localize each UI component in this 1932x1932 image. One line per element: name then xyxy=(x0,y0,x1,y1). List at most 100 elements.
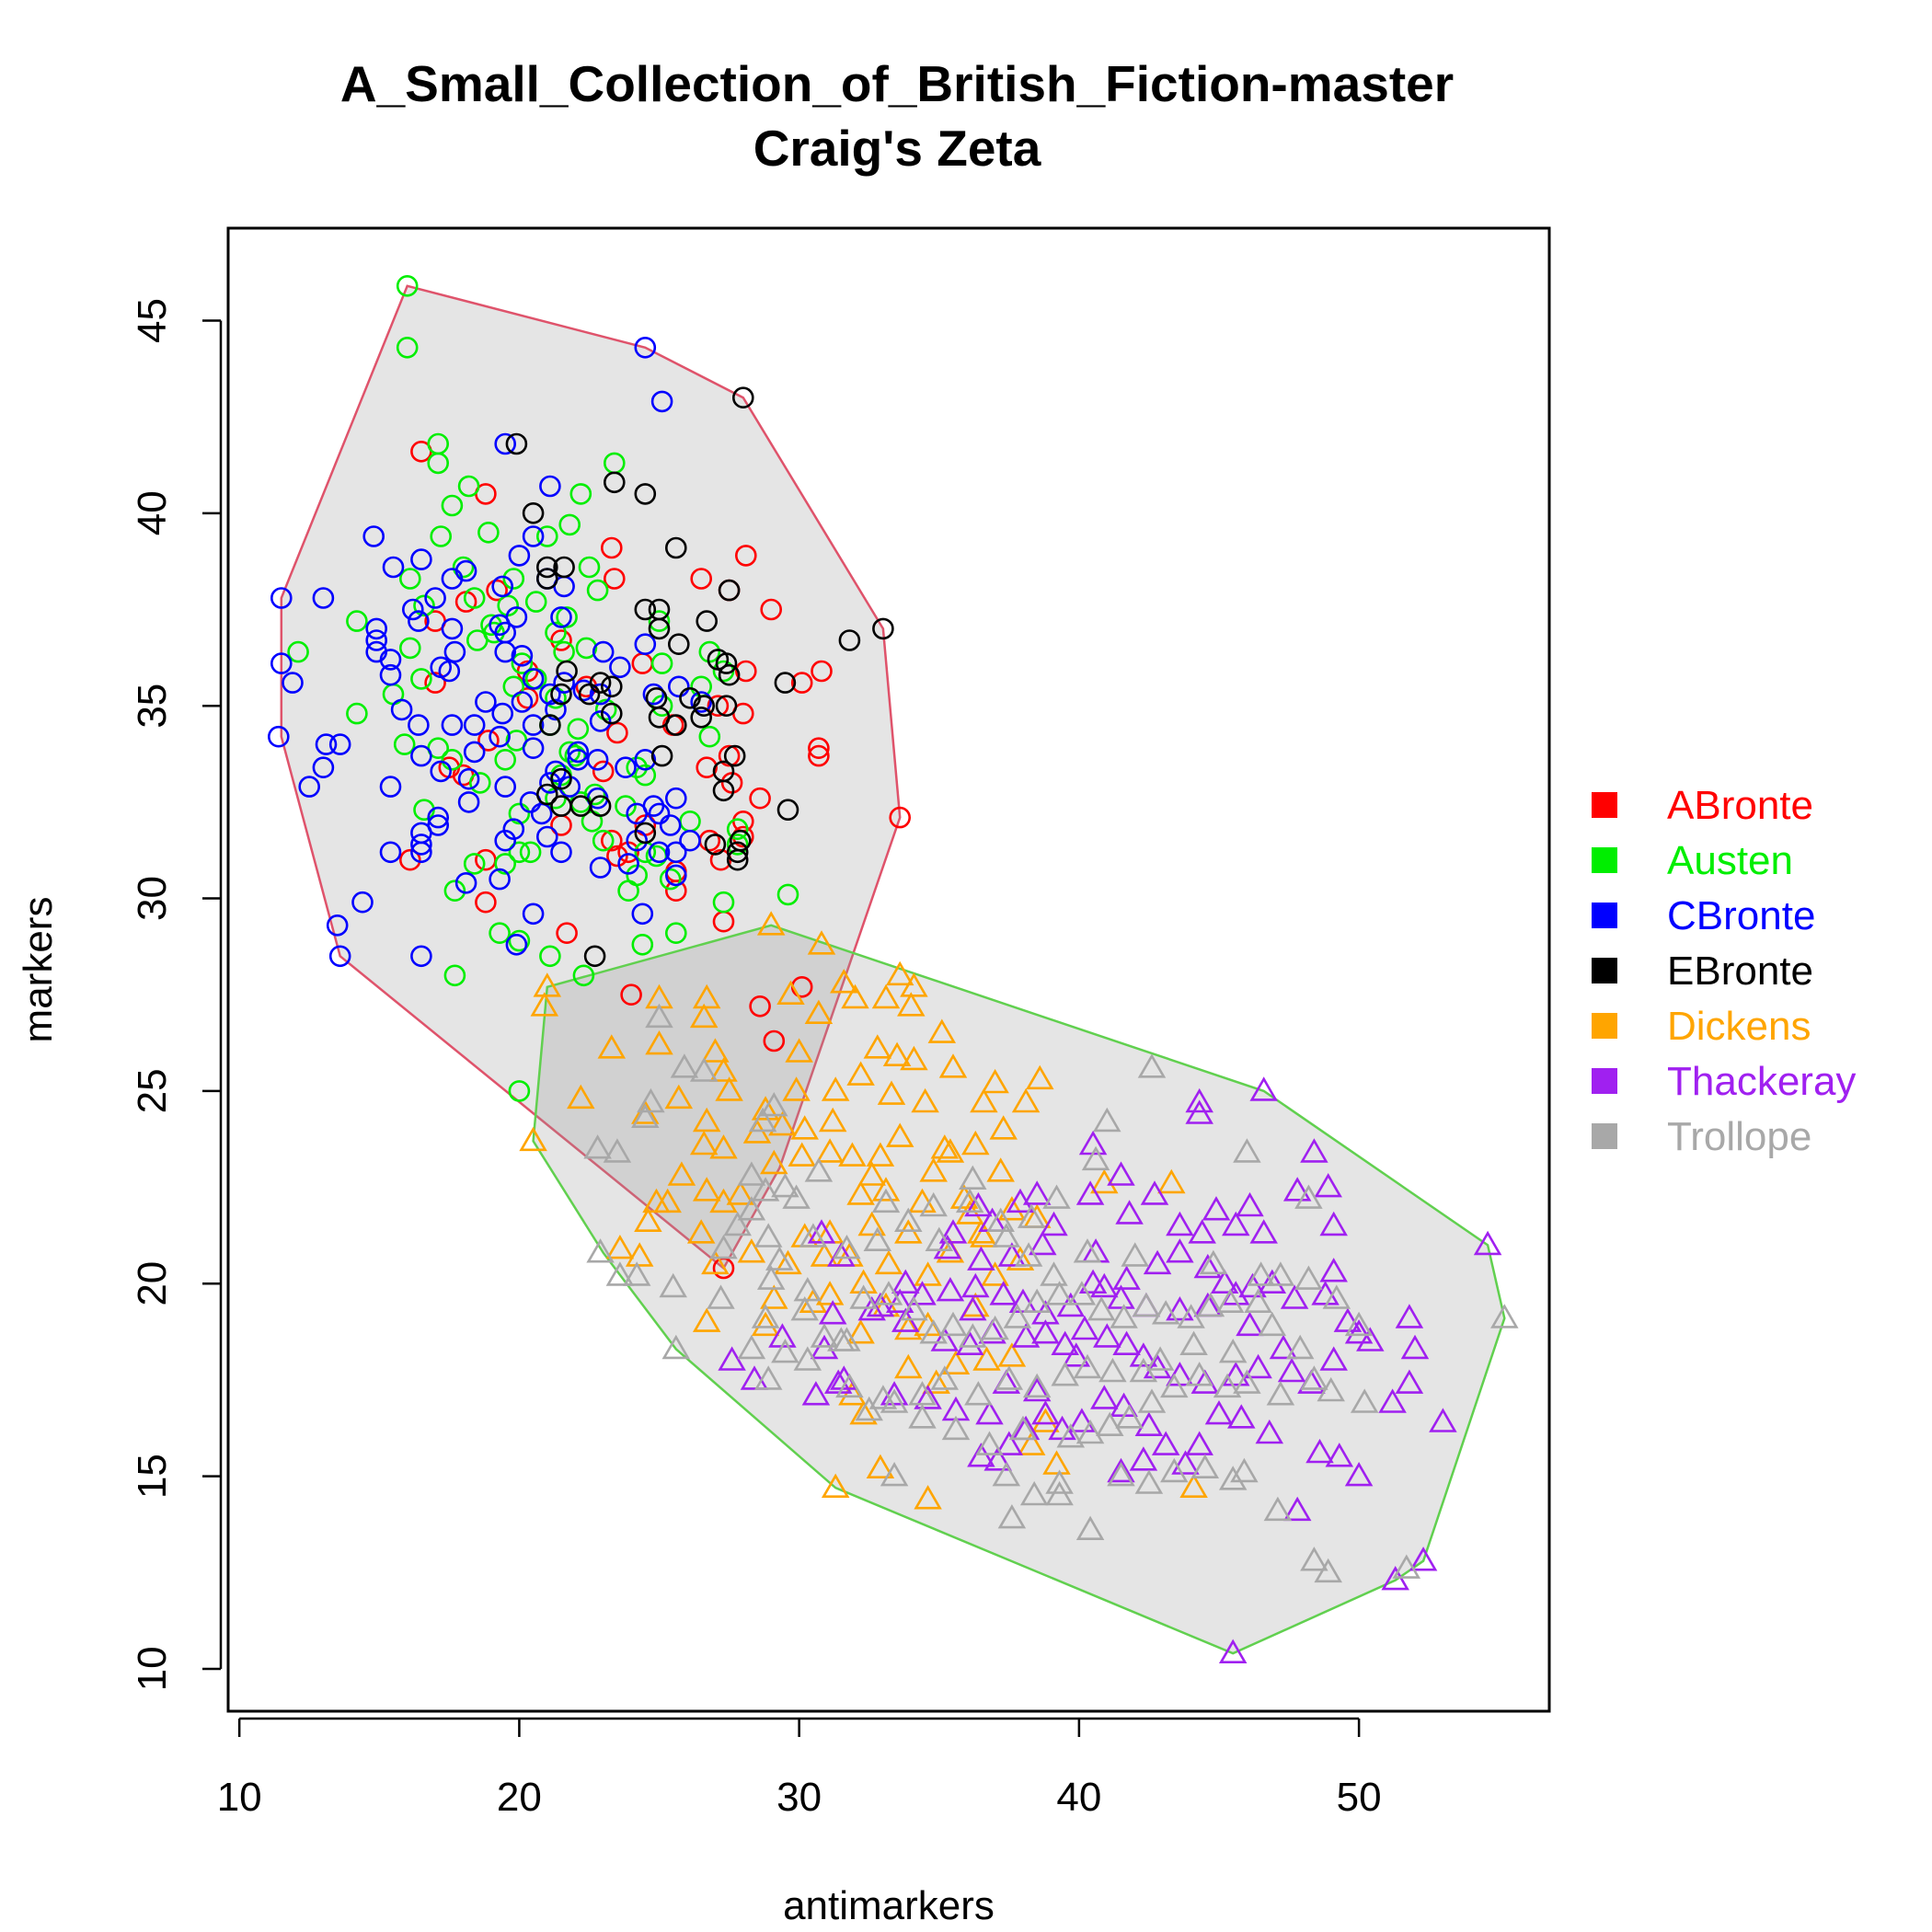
data-point xyxy=(815,1138,845,1163)
data-point xyxy=(631,1103,660,1128)
data-point xyxy=(1395,1304,1424,1328)
data-point xyxy=(553,672,575,694)
data-point xyxy=(457,791,480,813)
data-point xyxy=(545,621,567,644)
data-point xyxy=(995,1365,1024,1390)
data-point xyxy=(838,1142,867,1167)
data-point xyxy=(776,980,805,1005)
data-point xyxy=(1051,1362,1079,1386)
data-point xyxy=(1151,1431,1180,1455)
data-point xyxy=(550,606,572,628)
data-point xyxy=(556,922,578,945)
data-point xyxy=(1008,1288,1038,1313)
data-point xyxy=(801,1381,831,1406)
data-point xyxy=(885,960,914,986)
data-point xyxy=(874,1281,903,1305)
data-point xyxy=(494,748,517,771)
data-point xyxy=(583,783,606,806)
data-point xyxy=(1263,1496,1293,1522)
data-point xyxy=(396,336,419,359)
data-point xyxy=(659,814,682,836)
data-point xyxy=(908,1381,937,1406)
data-point xyxy=(505,432,528,455)
data-point xyxy=(441,714,464,736)
data-point xyxy=(959,1323,987,1348)
data-point xyxy=(880,1381,909,1406)
data-point xyxy=(1319,1211,1348,1236)
data-point xyxy=(849,1269,878,1294)
data-point xyxy=(617,853,639,875)
data-point xyxy=(634,483,657,505)
data-point xyxy=(326,914,349,937)
hull-triangles xyxy=(532,924,1506,1655)
data-point xyxy=(659,868,682,891)
legend-swatch xyxy=(1592,903,1617,928)
data-point xyxy=(315,733,338,755)
data-point xyxy=(670,1053,699,1078)
data-point xyxy=(737,1334,766,1360)
data-point xyxy=(535,825,558,848)
data-point xyxy=(1011,1087,1041,1113)
data-point xyxy=(1285,1334,1315,1360)
data-point xyxy=(857,1161,886,1186)
data-point xyxy=(1300,1365,1328,1390)
data-point xyxy=(522,714,545,736)
data-point xyxy=(718,744,741,767)
data-point xyxy=(634,633,657,656)
data-point xyxy=(1409,1547,1438,1571)
legend-label: Dickens xyxy=(1667,1004,1811,1049)
data-point xyxy=(648,617,671,640)
legend-item-trollope: Trollope xyxy=(1592,1114,1811,1159)
data-point xyxy=(833,1235,861,1259)
data-point xyxy=(457,475,480,498)
data-point xyxy=(776,799,799,822)
data-point xyxy=(838,1381,867,1406)
data-point xyxy=(1202,1196,1231,1221)
data-point xyxy=(1056,1423,1086,1448)
data-point xyxy=(1110,1304,1138,1328)
data-point xyxy=(508,545,531,567)
data-point xyxy=(410,668,432,690)
data-point xyxy=(603,1138,632,1163)
data-point xyxy=(1333,1307,1363,1332)
data-point xyxy=(1282,1177,1312,1202)
data-point xyxy=(634,764,657,787)
data-point xyxy=(1319,1346,1348,1371)
legend-swatch xyxy=(1592,1013,1617,1039)
data-point xyxy=(995,1431,1024,1455)
data-point xyxy=(949,1184,979,1209)
data-point xyxy=(690,568,713,590)
data-point xyxy=(522,501,545,524)
data-point xyxy=(1490,1304,1519,1328)
data-point xyxy=(751,1304,780,1328)
data-point xyxy=(877,1080,906,1105)
data-point xyxy=(1112,1330,1141,1355)
data-point xyxy=(454,871,477,894)
data-point xyxy=(997,1196,1027,1221)
data-point xyxy=(508,841,531,864)
data-point xyxy=(494,853,517,875)
data-point xyxy=(567,1084,595,1110)
data-point xyxy=(1190,1454,1220,1478)
data-point xyxy=(1204,1400,1234,1425)
data-point xyxy=(1022,1180,1052,1205)
legend-item-austen: Austen xyxy=(1592,838,1793,883)
data-point xyxy=(1132,1292,1161,1317)
data-point xyxy=(723,744,746,767)
x-tick-label: 20 xyxy=(497,1775,542,1820)
data-point xyxy=(785,1038,813,1063)
data-point xyxy=(398,637,421,660)
data-point xyxy=(818,1107,847,1133)
data-point xyxy=(1392,1554,1421,1579)
data-point xyxy=(667,1161,696,1186)
data-point xyxy=(1056,1292,1086,1317)
data-point xyxy=(712,779,735,802)
data-point xyxy=(463,714,486,736)
data-point xyxy=(751,1177,780,1202)
data-point xyxy=(622,1261,651,1286)
data-point xyxy=(491,702,514,725)
data-point xyxy=(765,1246,794,1271)
data-point xyxy=(328,733,351,755)
data-point xyxy=(919,1191,948,1217)
legend-item-thackeray: Thackeray xyxy=(1592,1059,1856,1104)
